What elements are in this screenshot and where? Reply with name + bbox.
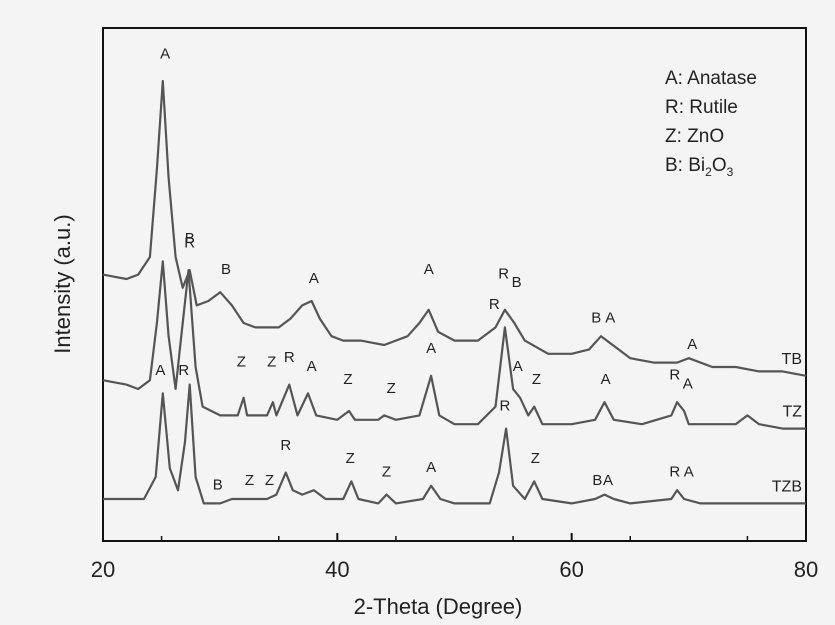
peak-label: R — [669, 367, 680, 384]
series-end-label-tb: TB — [782, 351, 802, 368]
peak-label: R — [284, 349, 295, 366]
peak-label: A — [687, 336, 697, 353]
peak-label: A — [309, 270, 319, 287]
x-axis-title: 2-Theta (Degree) — [354, 594, 523, 619]
peak-label: R — [489, 296, 500, 313]
peak-label: R — [280, 437, 291, 454]
peak-label: A — [603, 472, 613, 489]
peak-label: A — [513, 358, 523, 375]
series-end-label-tzb: TZB — [772, 478, 802, 495]
peak-label: Z — [531, 450, 540, 467]
peak-label: R — [498, 265, 509, 282]
peak-label: A — [426, 459, 436, 476]
peak-label: R — [178, 362, 189, 379]
y-axis-title: Intensity (a.u.) — [50, 214, 75, 353]
peak-label: B — [591, 309, 601, 326]
series-line-tz — [103, 261, 806, 428]
peak-label: Z — [265, 472, 274, 489]
peak-label: Z — [532, 371, 541, 388]
peak-label: B — [592, 472, 602, 489]
peak-label: A — [601, 371, 611, 388]
peak-label: A — [605, 309, 615, 326]
peak-label: A — [307, 358, 317, 375]
x-tick-label: 80 — [794, 557, 818, 582]
peak-label: B — [512, 274, 522, 291]
peak-label: B — [213, 477, 223, 494]
peak-label: R — [184, 235, 195, 252]
peak-label: Z — [346, 450, 355, 467]
peak-label: A — [683, 375, 693, 392]
legend-entry: B: Bi2O3 — [665, 155, 734, 179]
peak-label: R — [499, 397, 510, 414]
peak-label: Z — [343, 371, 352, 388]
x-tick-label: 40 — [325, 557, 349, 582]
series-end-label-tz: TZ — [782, 404, 802, 421]
peak-label: A — [426, 340, 436, 357]
legend: A: Anatase R: Rutile Z: ZnO B: Bi2O3 — [665, 68, 757, 179]
peak-label: A — [160, 45, 170, 62]
peak-label: A — [684, 463, 694, 480]
peak-label: Z — [387, 380, 396, 397]
peak-label: B — [221, 261, 231, 278]
legend-entry: Z: ZnO — [665, 126, 724, 147]
x-tick-label: 20 — [91, 557, 115, 582]
peak-label: A — [155, 362, 165, 379]
series-line-tzb — [103, 385, 806, 504]
peak-label: Z — [382, 463, 391, 480]
peak-label: Z — [245, 472, 254, 489]
legend-entry: A: Anatase — [665, 68, 757, 89]
peak-label: Z — [267, 353, 276, 370]
x-tick-label: 60 — [559, 557, 583, 582]
peak-label: Z — [237, 353, 246, 370]
peak-label: R — [669, 463, 680, 480]
legend-entry: R: Rutile — [665, 97, 738, 118]
peak-label: A — [424, 261, 434, 278]
